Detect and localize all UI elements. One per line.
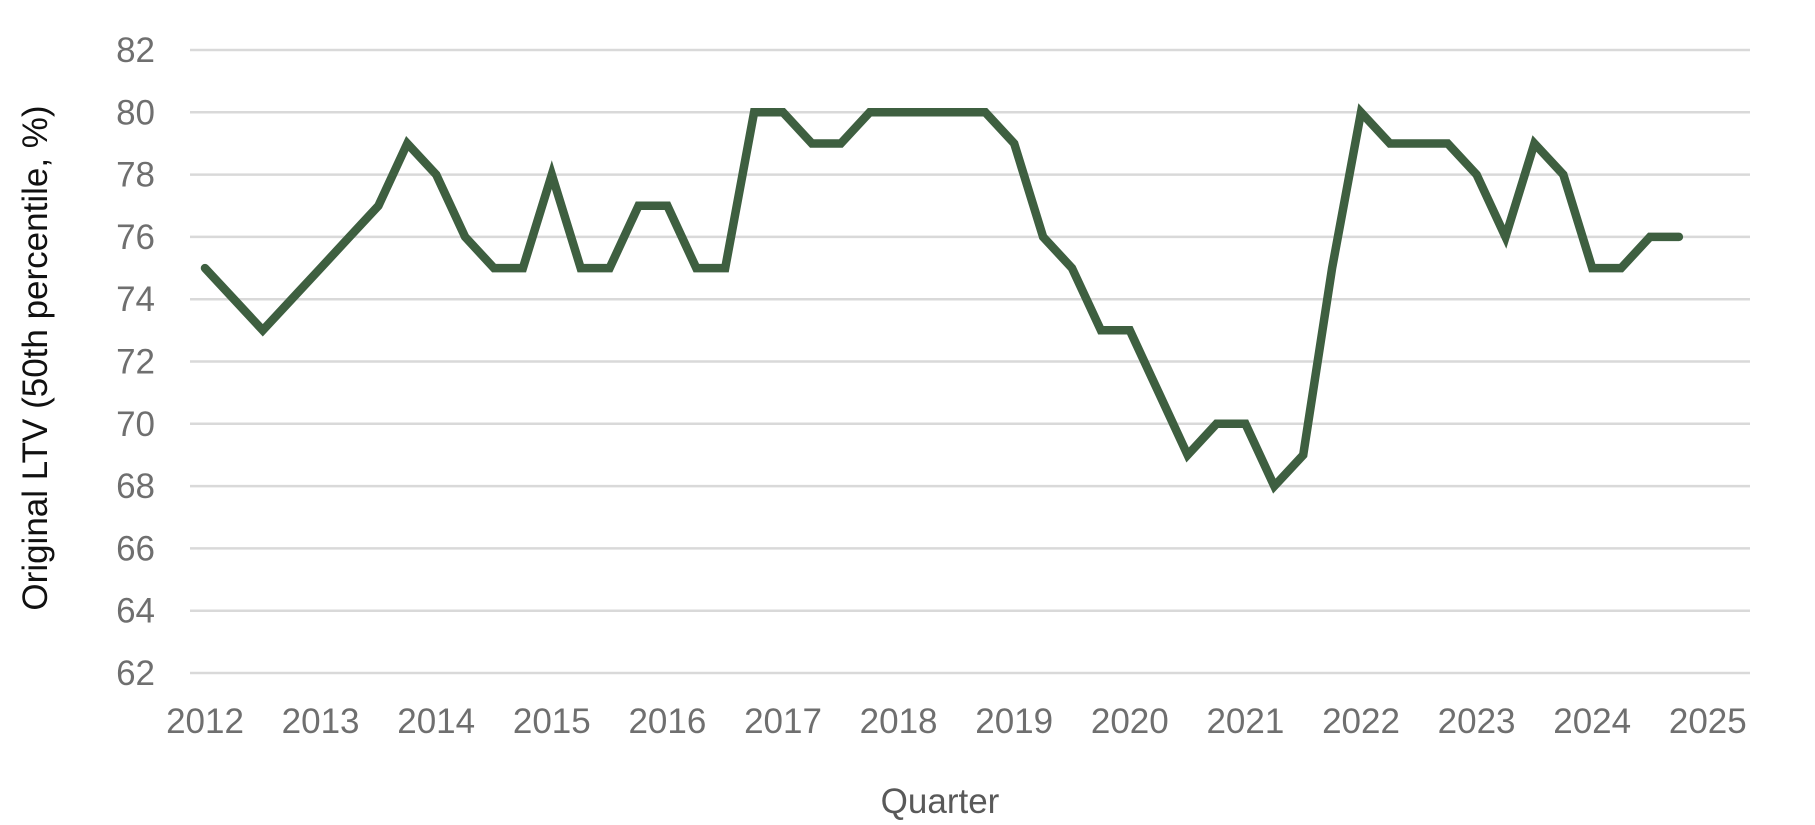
y-tick-label: 72: [116, 343, 155, 382]
x-tick-label: 2018: [860, 702, 938, 741]
y-tick-label: 74: [116, 280, 155, 319]
gridlines: [190, 48, 1750, 675]
y-tick-label: 70: [116, 405, 155, 444]
x-tick-label: 2021: [1206, 702, 1284, 741]
x-tick-label: 2015: [513, 702, 591, 741]
y-axis-tick-labels: 62 64 66 68 70 72 74 76 78 80 82: [116, 31, 155, 693]
x-tick-label: 2017: [744, 702, 822, 741]
y-tick-label: 68: [116, 467, 155, 506]
y-tick-label: 62: [116, 654, 155, 693]
x-tick-label: 2024: [1553, 702, 1631, 741]
x-tick-label: 2012: [166, 702, 244, 741]
x-tick-label: 2023: [1438, 702, 1516, 741]
y-tick-label: 78: [116, 156, 155, 195]
y-tick-label: 82: [116, 31, 155, 70]
x-axis-title: Quarter: [881, 782, 1000, 821]
x-tick-label: 2020: [1091, 702, 1169, 741]
y-axis-title: Original LTV (50th percentile, %): [16, 105, 55, 610]
y-tick-label: 66: [116, 529, 155, 568]
data-points: [204, 112, 1679, 487]
x-tick-label: 2013: [282, 702, 360, 741]
y-tick-label: 80: [116, 93, 155, 132]
y-tick-label: 64: [116, 592, 155, 631]
x-tick-label: 2019: [975, 702, 1053, 741]
series-layer: [200, 103, 1684, 494]
x-tick-label: 2014: [397, 702, 475, 741]
x-tick-label: 2022: [1322, 702, 1400, 741]
x-tick-label: 2016: [628, 702, 706, 741]
x-axis-tick-labels: 2012 2013 2014 2015 2016 2017 2018 2019 2020 2021…: [166, 702, 1747, 741]
series-line-original-ltv: [200, 103, 1684, 494]
y-tick-label: 76: [116, 218, 155, 257]
x-tick-label: 2025: [1669, 702, 1747, 741]
